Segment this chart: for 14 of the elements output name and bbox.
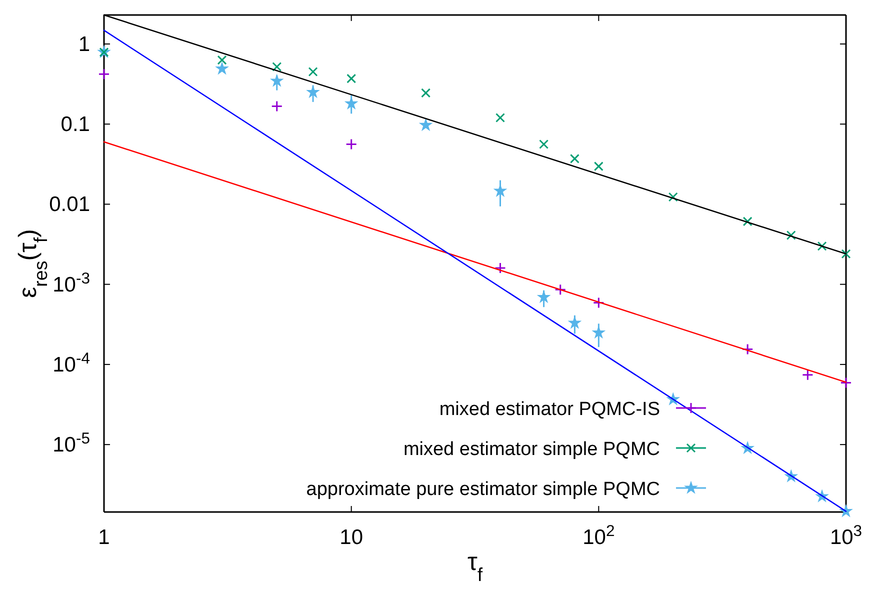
x-tick-label: 10$^{2}$ [582, 522, 615, 549]
y-tick-label: 10$^{-3}$ [52, 270, 90, 296]
y-tick-label: 10$^{-5}$ [52, 430, 90, 457]
legend-label: mixed estimator PQMC-IS [439, 399, 660, 420]
x-tick-label: 10 [340, 526, 364, 549]
y-tick-label: 0.01 [49, 193, 90, 216]
x-tick-label: 10$^{3}$ [830, 522, 862, 549]
x-axis-title: τ$_{f}$ [467, 548, 484, 584]
y-tick-label: 1 [78, 32, 90, 56]
y-tick-label: 0.1 [60, 113, 90, 136]
x-tick-label: 1 [98, 526, 110, 549]
y-tick-label: 10$^{-4}$ [52, 350, 90, 376]
legend-label: approximate pure estimator simple PQMC [306, 479, 660, 500]
legend-label: mixed estimator simple PQMC [403, 439, 660, 460]
